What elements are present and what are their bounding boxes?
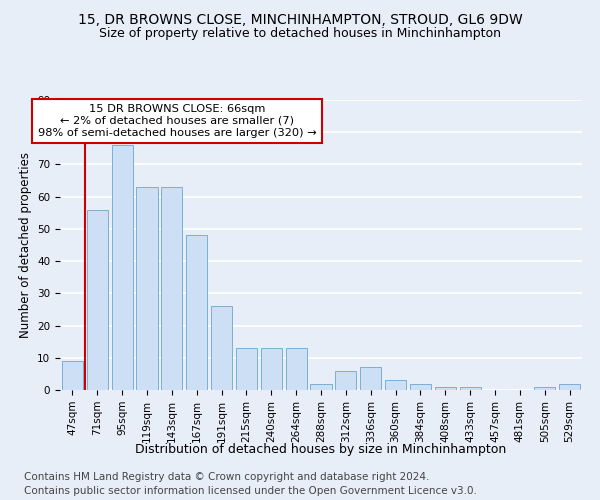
Bar	[534, 387, 555, 390]
Bar	[385, 380, 406, 390]
Bar	[261, 348, 282, 390]
Bar	[87, 210, 108, 390]
Y-axis label: Number of detached properties: Number of detached properties	[19, 152, 32, 338]
Bar	[211, 306, 232, 390]
Bar	[310, 384, 332, 390]
Bar	[410, 384, 431, 390]
Text: Contains public sector information licensed under the Open Government Licence v3: Contains public sector information licen…	[24, 486, 477, 496]
Bar	[186, 236, 207, 390]
Text: Contains HM Land Registry data © Crown copyright and database right 2024.: Contains HM Land Registry data © Crown c…	[24, 472, 430, 482]
Text: Distribution of detached houses by size in Minchinhampton: Distribution of detached houses by size …	[136, 442, 506, 456]
Bar	[236, 348, 257, 390]
Bar	[62, 361, 83, 390]
Bar	[435, 387, 456, 390]
Bar	[335, 370, 356, 390]
Bar	[286, 348, 307, 390]
Bar	[559, 384, 580, 390]
Text: Size of property relative to detached houses in Minchinhampton: Size of property relative to detached ho…	[99, 28, 501, 40]
Bar	[360, 368, 381, 390]
Bar	[112, 145, 133, 390]
Text: 15, DR BROWNS CLOSE, MINCHINHAMPTON, STROUD, GL6 9DW: 15, DR BROWNS CLOSE, MINCHINHAMPTON, STR…	[77, 12, 523, 26]
Text: 15 DR BROWNS CLOSE: 66sqm
← 2% of detached houses are smaller (7)
98% of semi-de: 15 DR BROWNS CLOSE: 66sqm ← 2% of detach…	[38, 104, 316, 138]
Bar	[136, 187, 158, 390]
Bar	[460, 387, 481, 390]
Bar	[161, 187, 182, 390]
